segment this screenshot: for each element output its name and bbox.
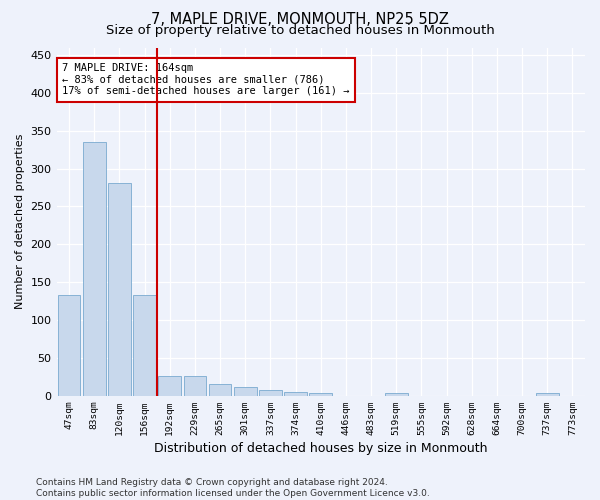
- X-axis label: Distribution of detached houses by size in Monmouth: Distribution of detached houses by size …: [154, 442, 488, 455]
- Bar: [259, 390, 282, 396]
- Bar: [209, 384, 232, 396]
- Bar: [536, 394, 559, 396]
- Bar: [234, 388, 257, 396]
- Bar: [83, 142, 106, 396]
- Bar: [58, 295, 80, 396]
- Bar: [184, 376, 206, 396]
- Bar: [284, 392, 307, 396]
- Bar: [385, 392, 407, 396]
- Text: Size of property relative to detached houses in Monmouth: Size of property relative to detached ho…: [106, 24, 494, 37]
- Bar: [133, 295, 156, 396]
- Bar: [310, 394, 332, 396]
- Text: 7, MAPLE DRIVE, MONMOUTH, NP25 5DZ: 7, MAPLE DRIVE, MONMOUTH, NP25 5DZ: [151, 12, 449, 28]
- Bar: [158, 376, 181, 396]
- Text: 7 MAPLE DRIVE: 164sqm
← 83% of detached houses are smaller (786)
17% of semi-det: 7 MAPLE DRIVE: 164sqm ← 83% of detached …: [62, 63, 349, 96]
- Text: Contains HM Land Registry data © Crown copyright and database right 2024.
Contai: Contains HM Land Registry data © Crown c…: [36, 478, 430, 498]
- Y-axis label: Number of detached properties: Number of detached properties: [15, 134, 25, 310]
- Bar: [108, 183, 131, 396]
